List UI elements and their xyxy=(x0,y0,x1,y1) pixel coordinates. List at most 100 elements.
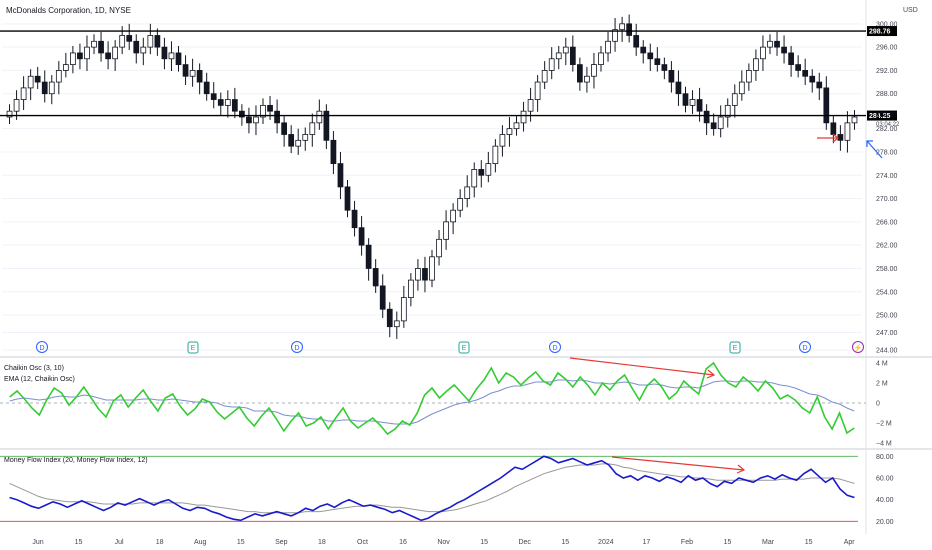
candle xyxy=(788,45,794,77)
candle xyxy=(724,98,731,128)
event-symbol: D xyxy=(294,345,299,352)
candle xyxy=(802,58,809,85)
candle xyxy=(809,69,816,93)
candle xyxy=(189,58,196,87)
candle xyxy=(619,16,625,42)
event-marker[interactable]: D xyxy=(36,341,48,353)
chaikin-divergence-arrow[interactable] xyxy=(569,357,716,379)
candle xyxy=(844,111,851,153)
price-tick-label: 247.00 xyxy=(876,330,898,337)
candle xyxy=(281,115,287,147)
candle xyxy=(689,90,696,115)
time-tick-label: Mar xyxy=(762,539,775,546)
blue-arrow-annotation[interactable] xyxy=(866,140,883,159)
candle xyxy=(344,179,351,218)
candle xyxy=(415,259,421,291)
chaikin-series-line xyxy=(9,379,855,425)
candles-series xyxy=(6,14,858,339)
event-symbol: E xyxy=(733,345,738,352)
mfi-axis: 80.00 60.00 40.00 20.00 xyxy=(0,454,894,526)
event-markers[interactable]: D E D E D E D ⚡ xyxy=(36,341,864,354)
candle xyxy=(98,31,104,62)
event-marker[interactable]: E xyxy=(729,341,741,354)
price-tick-label: 250.00 xyxy=(876,313,898,320)
candle xyxy=(260,98,266,125)
red-arrow-annotation[interactable] xyxy=(817,133,839,143)
mfi-series-line xyxy=(9,455,855,522)
candle xyxy=(781,35,787,64)
candle xyxy=(309,113,316,147)
candle xyxy=(112,40,119,72)
candle xyxy=(168,41,175,72)
candle xyxy=(386,302,393,338)
candle xyxy=(506,117,513,147)
candle xyxy=(34,66,41,90)
candle xyxy=(633,23,640,56)
candle xyxy=(767,34,773,55)
level-label: 298.76 xyxy=(869,29,891,36)
candle xyxy=(48,75,55,105)
event-symbol: E xyxy=(462,345,467,352)
time-tick-label: 18 xyxy=(156,539,164,546)
candle xyxy=(175,45,182,72)
time-tick-label: Sep xyxy=(275,539,288,546)
candle xyxy=(246,107,252,134)
candle xyxy=(41,70,48,103)
candle xyxy=(154,28,161,56)
candle xyxy=(577,57,583,91)
mfi-divergence-arrow[interactable] xyxy=(611,456,746,474)
event-marker[interactable]: ⚡ xyxy=(852,341,864,353)
chaikin-tick-label: −2 M xyxy=(876,421,892,428)
candle xyxy=(668,61,675,93)
candle xyxy=(520,101,527,132)
chaikin-tick-label: 0 xyxy=(876,401,880,408)
time-tick-label: 15 xyxy=(561,539,569,546)
price-tick-label: 270.00 xyxy=(876,196,898,203)
event-symbol: D xyxy=(802,345,807,352)
candle xyxy=(203,72,210,101)
candle xyxy=(598,45,604,72)
candle xyxy=(288,125,295,154)
event-marker[interactable]: D xyxy=(549,341,561,353)
time-tick-label: Jul xyxy=(115,539,124,546)
horizontal-levels[interactable]: 298.76 284.25 xyxy=(0,26,897,121)
event-marker[interactable]: D xyxy=(799,341,811,353)
event-marker[interactable]: E xyxy=(187,341,199,354)
candle xyxy=(738,70,745,101)
time-tick-label: Oct xyxy=(357,539,368,546)
candle xyxy=(408,273,414,307)
candle xyxy=(295,128,302,155)
time-tick-label: Feb xyxy=(681,539,693,546)
event-marker[interactable]: E xyxy=(458,341,470,354)
chaikin-series-line xyxy=(9,361,855,436)
price-axis: 244.00 247.00 250.00 254.00 258.00 262.00 266.… xyxy=(876,21,898,354)
candle xyxy=(450,203,456,235)
candle xyxy=(753,49,759,81)
candle xyxy=(851,110,858,130)
candle xyxy=(816,72,823,101)
candle xyxy=(217,92,224,116)
mfi-tick-label: 60.00 xyxy=(876,476,894,483)
chaikin-tick-label: 4 M xyxy=(876,361,888,368)
mfi-tick-label: 80.00 xyxy=(876,454,894,461)
price-tick-label: 288.00 xyxy=(876,91,898,98)
candle xyxy=(161,37,168,70)
candle xyxy=(745,63,752,91)
candle xyxy=(323,104,330,150)
candle xyxy=(492,139,499,173)
candle xyxy=(485,151,492,183)
candle xyxy=(605,31,611,62)
time-tick-label: 2024 xyxy=(598,539,614,546)
candle xyxy=(661,57,668,80)
candle xyxy=(548,47,555,80)
candle xyxy=(591,52,597,89)
candle xyxy=(358,216,365,256)
candle xyxy=(534,75,541,112)
price-tick-label: 266.00 xyxy=(876,219,898,226)
event-marker[interactable]: D xyxy=(291,341,303,353)
price-tick-label: 292.00 xyxy=(876,68,898,75)
candle xyxy=(682,86,689,113)
candle xyxy=(302,127,309,151)
